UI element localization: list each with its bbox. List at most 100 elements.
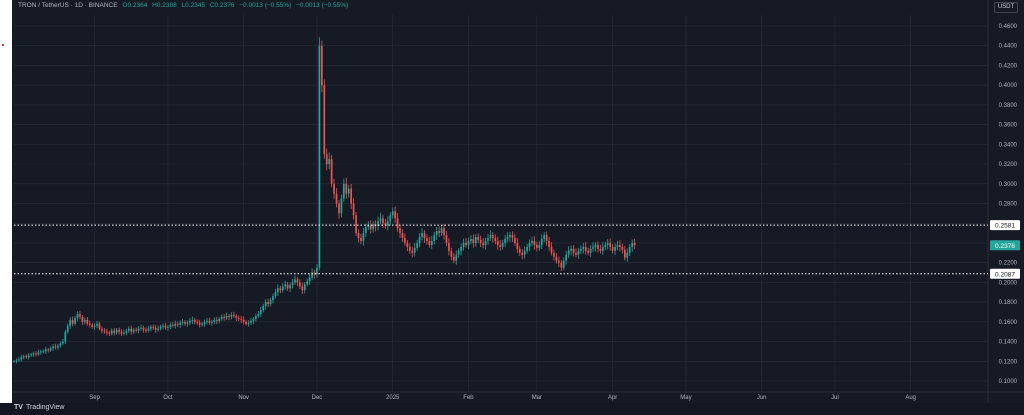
candle bbox=[88, 323, 91, 325]
candle bbox=[125, 330, 128, 333]
candle bbox=[132, 329, 135, 332]
candle bbox=[27, 355, 30, 358]
candle bbox=[71, 319, 74, 324]
currency-button[interactable]: USDT bbox=[994, 2, 1018, 13]
candle bbox=[325, 154, 328, 165]
y-tick-label: 0.3000 bbox=[999, 182, 1018, 188]
last-price-label: 0.2376 bbox=[995, 243, 1015, 250]
candle bbox=[171, 324, 174, 326]
candle bbox=[450, 250, 453, 257]
y-tick-label: 0.3200 bbox=[999, 162, 1018, 168]
y-tick-label: 0.4000 bbox=[999, 83, 1018, 89]
candle bbox=[340, 198, 343, 214]
candle bbox=[589, 248, 592, 253]
candle bbox=[606, 242, 609, 245]
candle bbox=[467, 240, 470, 245]
candle bbox=[196, 321, 199, 323]
candle bbox=[572, 248, 575, 253]
candle bbox=[213, 319, 216, 322]
candle bbox=[176, 323, 179, 325]
tradingview-brand[interactable]: TV TradingView bbox=[14, 404, 64, 411]
candle bbox=[619, 244, 621, 247]
x-tick-label: May bbox=[680, 395, 691, 401]
candle bbox=[492, 235, 494, 239]
candle bbox=[391, 211, 394, 216]
symbol-title[interactable]: TRON / TetherUS · 1D · BINANCE bbox=[18, 2, 118, 9]
candle bbox=[101, 328, 103, 331]
x-tick-label: Feb bbox=[463, 395, 474, 401]
candle bbox=[592, 246, 594, 249]
candle bbox=[84, 319, 86, 322]
candlestick-chart[interactable]: 0.1000 0.1200 0.1400 0.1600 0.1800 0.2000 0.22… bbox=[12, 0, 1024, 403]
candle bbox=[96, 323, 98, 326]
candle bbox=[611, 246, 614, 251]
y-tick-label: 0.4600 bbox=[999, 24, 1018, 30]
candle bbox=[145, 329, 147, 331]
candle bbox=[558, 260, 560, 263]
x-tick-label: Mar bbox=[532, 395, 542, 401]
candle bbox=[443, 228, 445, 236]
candle bbox=[511, 235, 514, 239]
candle bbox=[54, 346, 57, 348]
high-value: H0.2388 bbox=[152, 2, 177, 9]
candle bbox=[404, 238, 406, 243]
candle bbox=[135, 329, 138, 331]
candle bbox=[269, 300, 272, 305]
low-value: L0.2345 bbox=[181, 2, 206, 9]
candle bbox=[149, 326, 152, 329]
candle bbox=[162, 325, 164, 327]
candle bbox=[382, 218, 384, 224]
candle bbox=[418, 237, 421, 243]
candle bbox=[489, 235, 492, 239]
candle bbox=[514, 238, 516, 243]
candle bbox=[123, 332, 125, 334]
candle bbox=[62, 341, 64, 344]
x-tick-label: Apr bbox=[608, 395, 617, 401]
candle bbox=[240, 318, 243, 320]
candle bbox=[352, 203, 355, 216]
candle bbox=[399, 228, 401, 234]
candle bbox=[345, 183, 348, 194]
last-price-label-bg bbox=[990, 240, 1020, 251]
y-tick-label: 0.1600 bbox=[999, 320, 1018, 326]
candle bbox=[52, 346, 54, 349]
candle bbox=[372, 224, 375, 230]
y-tick-label: 0.3800 bbox=[999, 103, 1018, 109]
candle bbox=[152, 326, 155, 328]
candle bbox=[582, 246, 585, 249]
candle bbox=[472, 239, 475, 243]
candle bbox=[553, 252, 555, 257]
candle bbox=[421, 233, 423, 238]
candle bbox=[609, 242, 612, 247]
candle bbox=[369, 225, 372, 230]
candle bbox=[15, 360, 18, 362]
candle bbox=[321, 45, 323, 86]
candle bbox=[621, 246, 624, 250]
candle bbox=[367, 225, 370, 228]
candle bbox=[333, 183, 335, 194]
candle bbox=[523, 250, 526, 255]
candle bbox=[364, 227, 367, 234]
candle bbox=[237, 317, 240, 319]
candle bbox=[536, 244, 538, 248]
candle bbox=[408, 246, 411, 251]
candle bbox=[223, 316, 225, 318]
candle bbox=[477, 237, 480, 240]
candle bbox=[198, 322, 201, 325]
candle bbox=[179, 322, 182, 325]
candle bbox=[482, 242, 484, 245]
candle bbox=[259, 310, 262, 314]
candle bbox=[245, 321, 247, 324]
candle bbox=[584, 246, 587, 251]
candle bbox=[206, 320, 208, 322]
chart-area[interactable]: 0.1000 0.1200 0.1400 0.1600 0.1800 0.2000 0.22… bbox=[12, 0, 1024, 403]
y-tick-label: 0.2200 bbox=[999, 261, 1018, 267]
candle bbox=[313, 272, 316, 275]
candle bbox=[22, 356, 25, 358]
candle bbox=[257, 313, 260, 316]
candle bbox=[504, 239, 506, 243]
candle bbox=[386, 221, 389, 226]
candle bbox=[355, 215, 357, 234]
candle bbox=[25, 356, 28, 358]
candle bbox=[394, 211, 397, 219]
